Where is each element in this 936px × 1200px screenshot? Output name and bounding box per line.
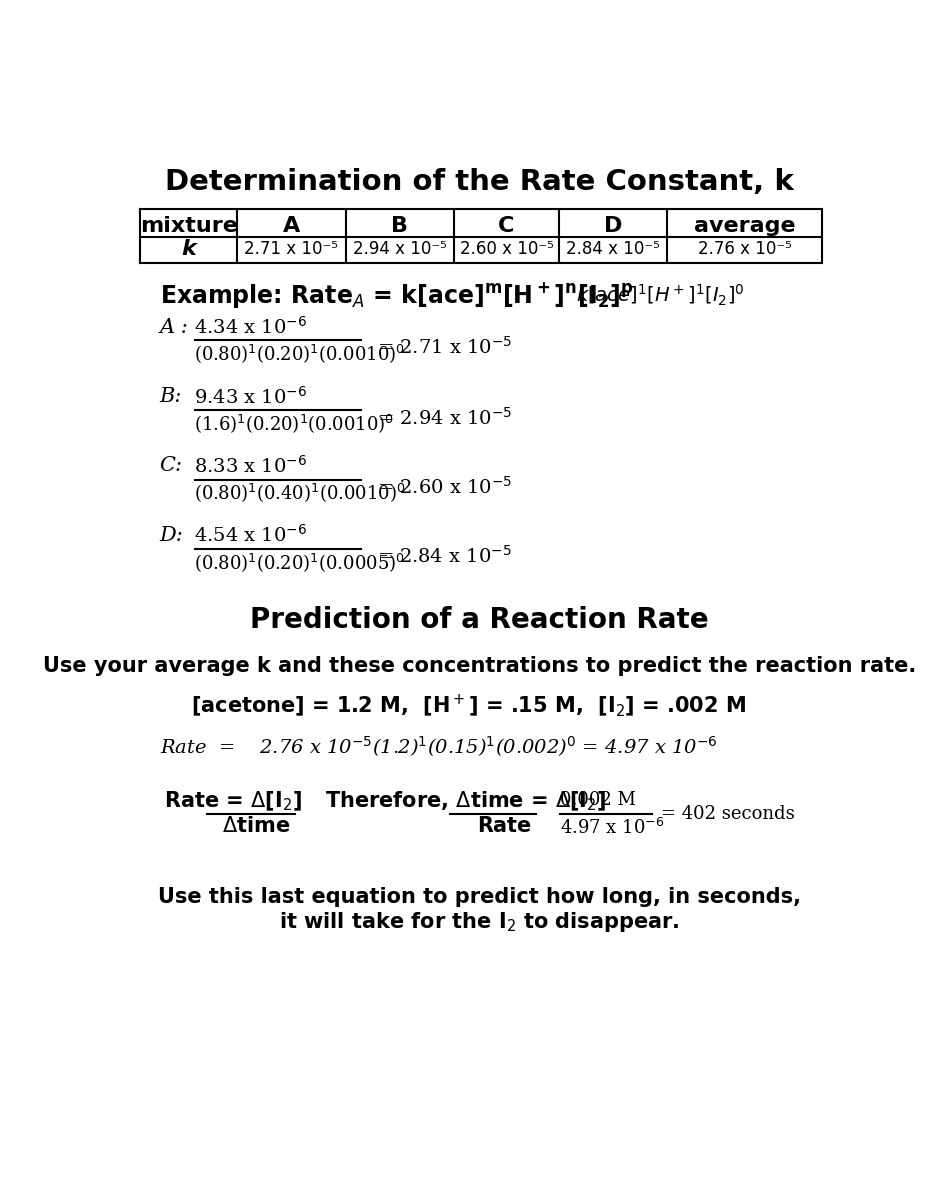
Text: A: A — [283, 216, 300, 236]
Text: Rate = $\Delta$[I$_2$]: Rate = $\Delta$[I$_2$] — [164, 790, 301, 814]
Text: = 2.71 x 10$^{-5}$: = 2.71 x 10$^{-5}$ — [376, 336, 512, 358]
Text: 2.94 x 10⁻⁵: 2.94 x 10⁻⁵ — [353, 240, 446, 258]
Text: C: C — [498, 216, 515, 236]
Text: (0.80)$^1$(0.20)$^1$(0.0005)$^0$: (0.80)$^1$(0.20)$^1$(0.0005)$^0$ — [195, 551, 405, 574]
Text: = 402 seconds: = 402 seconds — [661, 805, 795, 823]
Text: Use your average k and these concentrations to predict the reaction rate.: Use your average k and these concentrati… — [43, 656, 916, 676]
Text: Use this last equation to predict how long, in seconds,: Use this last equation to predict how lo… — [158, 887, 801, 907]
Text: average: average — [694, 216, 796, 236]
Text: mixture: mixture — [139, 216, 238, 236]
Text: 8.33 x 10$^{-6}$: 8.33 x 10$^{-6}$ — [195, 455, 308, 476]
Text: 0.002 M: 0.002 M — [561, 791, 636, 809]
Text: 4.97 x 10$^{-6}$: 4.97 x 10$^{-6}$ — [561, 817, 665, 838]
Text: Determination of the Rate Constant, k: Determination of the Rate Constant, k — [166, 168, 794, 197]
Text: 2.60 x 10⁻⁵: 2.60 x 10⁻⁵ — [460, 240, 553, 258]
Text: 4.54 x 10$^{-6}$: 4.54 x 10$^{-6}$ — [195, 524, 308, 546]
Text: (1.6)$^1$(0.20)$^1$(0.0010)$^0$: (1.6)$^1$(0.20)$^1$(0.0010)$^0$ — [195, 412, 395, 434]
Text: $\Delta$time: $\Delta$time — [223, 816, 291, 836]
Text: = 2.60 x 10$^{-5}$: = 2.60 x 10$^{-5}$ — [376, 475, 512, 498]
Text: 2.76 x 10⁻⁵: 2.76 x 10⁻⁵ — [698, 240, 792, 258]
Text: Prediction of a Reaction Rate: Prediction of a Reaction Rate — [251, 606, 709, 634]
Text: (0.80)$^1$(0.40)$^1$(0.0010)$^0$: (0.80)$^1$(0.40)$^1$(0.0010)$^0$ — [195, 481, 406, 504]
Text: [acetone] = 1.2 M,  [H$^+$] = .15 M,  [I$_2$] = .002 M: [acetone] = 1.2 M, [H$^+$] = .15 M, [I$_… — [191, 692, 746, 720]
Text: k: k — [182, 239, 196, 259]
Text: Rate: Rate — [477, 816, 532, 836]
Text: B: B — [391, 216, 408, 236]
Text: C:: C: — [160, 456, 183, 475]
Text: Rate  =    2.76 x 10$^{-5}$(1.2)$^1$(0.15)$^1$(0.002)$^0$ = 4.97 x 10$^{-6}$: Rate = 2.76 x 10$^{-5}$(1.2)$^1$(0.15)$^… — [160, 733, 717, 758]
Text: 4.34 x 10$^{-6}$: 4.34 x 10$^{-6}$ — [195, 317, 308, 338]
Text: 9.43 x 10$^{-6}$: 9.43 x 10$^{-6}$ — [195, 385, 308, 408]
Text: = 2.84 x 10$^{-5}$: = 2.84 x 10$^{-5}$ — [376, 545, 511, 566]
Text: Therefore, $\Delta$time = $\Delta$[I$_2$]: Therefore, $\Delta$time = $\Delta$[I$_2$… — [325, 790, 607, 814]
Text: B:: B: — [160, 388, 182, 406]
Text: = 2.94 x 10$^{-5}$: = 2.94 x 10$^{-5}$ — [376, 407, 512, 428]
Text: it will take for the I$_2$ to disappear.: it will take for the I$_2$ to disappear. — [280, 910, 680, 934]
Text: Example: Rate$_A$ = $\bf{k[ace]^m[H^+]^n[I_2]^p}$: Example: Rate$_A$ = $\bf{k[ace]^m[H^+]^n… — [160, 280, 634, 310]
Text: A :: A : — [160, 318, 188, 337]
Text: $k[ace]^1[H^+]^1[I_2]^0$: $k[ace]^1[H^+]^1[I_2]^0$ — [576, 282, 744, 307]
Text: D: D — [604, 216, 622, 236]
Text: 2.84 x 10⁻⁵: 2.84 x 10⁻⁵ — [566, 240, 660, 258]
Text: D:: D: — [160, 526, 183, 545]
Text: (0.80)$^1$(0.20)$^1$(0.0010)$^0$: (0.80)$^1$(0.20)$^1$(0.0010)$^0$ — [195, 342, 405, 365]
Text: 2.71 x 10⁻⁵: 2.71 x 10⁻⁵ — [244, 240, 338, 258]
